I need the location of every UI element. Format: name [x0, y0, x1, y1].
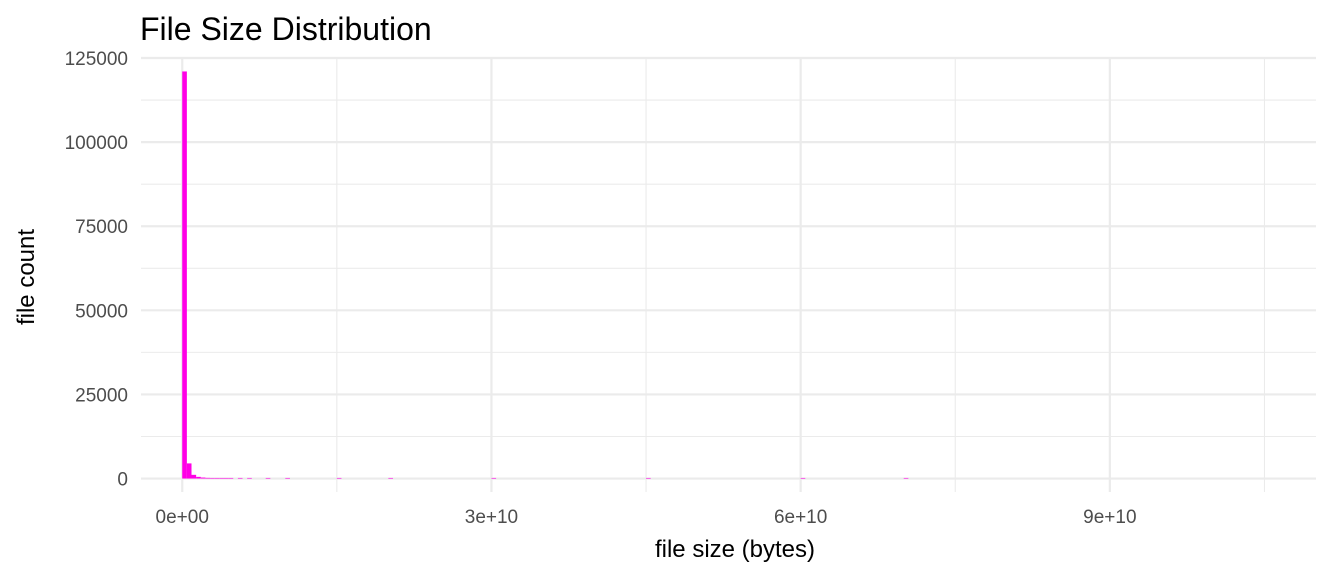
histogram-bar-20 [903, 477, 909, 479]
histogram-bars [182, 71, 909, 479]
histogram-bar-15 [336, 477, 342, 479]
x-axis-ticks: 0e+00 3e+10 6e+10 9e+10 [156, 507, 1137, 528]
histogram-bar-12 [247, 477, 252, 479]
histogram-bar-18 [646, 477, 651, 479]
y-axis-title: file count [13, 229, 40, 325]
histogram-bar-4 [200, 477, 206, 479]
histogram-bar-10 [228, 477, 234, 479]
histogram-bar-19 [800, 477, 806, 479]
histogram-bar-9 [223, 477, 229, 479]
histogram-bar-13 [265, 477, 271, 479]
y-tick-label: 100000 [65, 133, 128, 154]
histogram-bar-2 [191, 474, 197, 479]
y-tick-label: 25000 [75, 385, 128, 406]
histogram-bar-8 [219, 477, 224, 479]
histogram-bar-0 [182, 71, 187, 479]
y-axis-ticks: 0 25000 50000 75000 100000 125000 [65, 49, 128, 491]
x-tick-label: 9e+10 [1083, 507, 1136, 528]
y-tick-label: 0 [117, 470, 128, 491]
histogram-bar-17 [491, 477, 497, 479]
histogram-bar-11 [237, 477, 243, 479]
y-tick-label: 75000 [75, 217, 128, 238]
histogram-bar-6 [210, 477, 215, 479]
histogram-bar-14 [285, 477, 290, 479]
y-tick-label: 125000 [65, 49, 128, 70]
x-tick-label: 3e+10 [465, 507, 518, 528]
chart-title: File Size Distribution [140, 11, 432, 47]
grid [141, 56, 1316, 492]
histogram-bar-5 [205, 477, 211, 479]
histogram-bar-1 [186, 463, 192, 479]
x-tick-label: 6e+10 [774, 507, 827, 528]
histogram-bar-16 [388, 477, 394, 479]
y-tick-label: 50000 [75, 301, 128, 322]
x-tick-label: 0e+00 [156, 507, 209, 528]
histogram-bar-7 [214, 477, 220, 479]
histogram-bar-3 [196, 476, 201, 479]
x-axis-title: file size (bytes) [655, 536, 815, 563]
